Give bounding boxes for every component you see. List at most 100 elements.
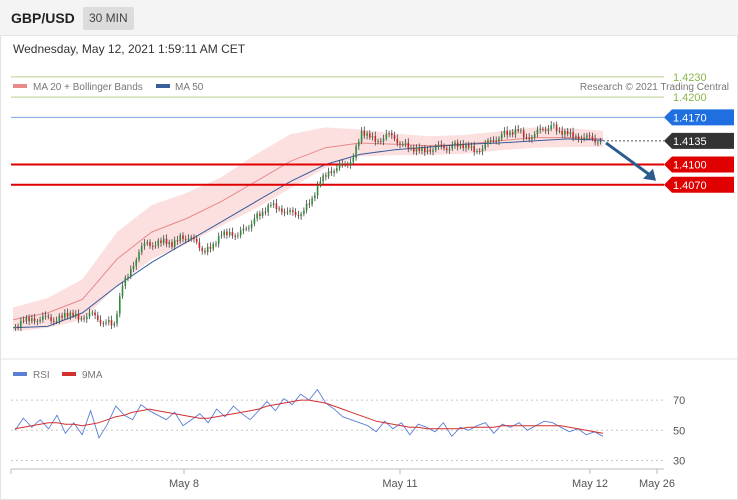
candle-body <box>536 129 539 135</box>
candle-body <box>187 238 190 240</box>
candle-body <box>121 285 124 297</box>
candle-body <box>69 312 72 317</box>
ma20-line <box>12 137 604 321</box>
candle-body <box>53 321 55 322</box>
candle-body <box>577 136 580 140</box>
candle-body <box>492 140 495 141</box>
candle-body <box>437 144 440 147</box>
candle-body <box>99 319 102 324</box>
candle-body <box>440 144 442 146</box>
candle-body <box>432 149 434 152</box>
candle-body <box>371 136 374 138</box>
candle-body <box>358 141 360 147</box>
candle-body <box>143 243 146 247</box>
x-tick-label-May-8: May 8 <box>169 478 199 490</box>
candle-body <box>28 317 30 322</box>
candle-body <box>506 130 508 135</box>
candle-body <box>448 148 451 151</box>
candle-body <box>424 147 426 153</box>
candle-body <box>17 326 19 328</box>
rsi-line <box>14 388 604 439</box>
candle-body <box>88 312 91 317</box>
level-tag-1.4170 <box>664 109 734 126</box>
candle-body <box>325 175 327 177</box>
candle-body <box>58 315 61 321</box>
candle-body <box>300 214 302 217</box>
candle-body <box>256 213 258 219</box>
candle-body <box>363 130 366 136</box>
candle-body <box>50 317 52 321</box>
level-tag-1.4100 <box>664 156 734 173</box>
candle-body <box>533 134 536 138</box>
level-label-1.4070: 1.4070 <box>673 180 707 192</box>
interval-selector[interactable]: 30 MIN <box>83 7 134 30</box>
candle-body <box>528 137 530 140</box>
candle-body <box>434 147 437 150</box>
candle-body <box>597 142 599 144</box>
candle-body <box>391 133 393 136</box>
candle-body <box>369 133 371 138</box>
candle-body <box>75 313 77 316</box>
candle-body <box>569 132 572 135</box>
candle-body <box>198 242 201 249</box>
ma50-legend-swatch <box>156 84 170 88</box>
target-arrow-head <box>643 168 656 181</box>
candle-body <box>272 203 275 205</box>
candle-body <box>511 132 514 135</box>
candle-body <box>31 318 33 322</box>
candle-body <box>558 130 561 132</box>
candle-body <box>217 236 220 244</box>
candle-body <box>316 185 319 196</box>
candle-body <box>113 323 116 326</box>
candle-body <box>509 132 511 135</box>
x-tick-label-May-12: May 12 <box>572 478 608 490</box>
candle-body <box>459 144 462 147</box>
candle-body <box>377 140 379 142</box>
candle-body <box>55 321 58 322</box>
candle-body <box>498 138 500 142</box>
candle-body <box>193 237 195 239</box>
candle-body <box>341 163 344 165</box>
credit-label: Research © 2021 Trading Central <box>580 82 729 93</box>
candle-body <box>462 144 464 149</box>
candle-body <box>91 312 94 314</box>
candle-body <box>382 138 385 142</box>
candle-body <box>374 136 377 142</box>
candle-body <box>338 164 341 168</box>
candle-body <box>190 237 192 239</box>
candle-body <box>36 321 39 323</box>
chart-timestamp: Wednesday, May 12, 2021 1:59:11 AM CET <box>13 42 246 56</box>
rsi-tick-50: 50 <box>673 425 685 437</box>
candle-body <box>561 130 563 135</box>
candle-body <box>542 129 544 130</box>
candle-body <box>105 322 107 324</box>
candle-body <box>201 248 203 251</box>
candle-body <box>182 235 184 240</box>
candle-body <box>429 149 431 152</box>
candle-body <box>47 315 50 317</box>
candle-body <box>327 171 330 177</box>
candle-body <box>465 144 467 149</box>
candle-body <box>500 134 503 139</box>
candle-body <box>160 240 162 243</box>
candle-body <box>564 131 566 135</box>
candle-body <box>135 259 137 267</box>
candle-body <box>157 240 159 246</box>
candle-body <box>451 145 453 149</box>
candle-body <box>330 171 333 173</box>
candle-body <box>168 242 170 245</box>
candle-body <box>72 312 74 316</box>
candle-body <box>264 211 267 213</box>
level-label-1.4230: 1.4230 <box>673 72 707 84</box>
candle-body <box>347 164 349 166</box>
bollinger-band <box>13 127 603 332</box>
candle-body <box>215 243 217 245</box>
candle-body <box>195 238 198 242</box>
candle-body <box>64 312 66 318</box>
candle-body <box>473 146 475 152</box>
candle-body <box>360 130 363 142</box>
candle-body <box>140 246 143 253</box>
candle-body <box>478 151 481 152</box>
candle-body <box>66 312 69 317</box>
